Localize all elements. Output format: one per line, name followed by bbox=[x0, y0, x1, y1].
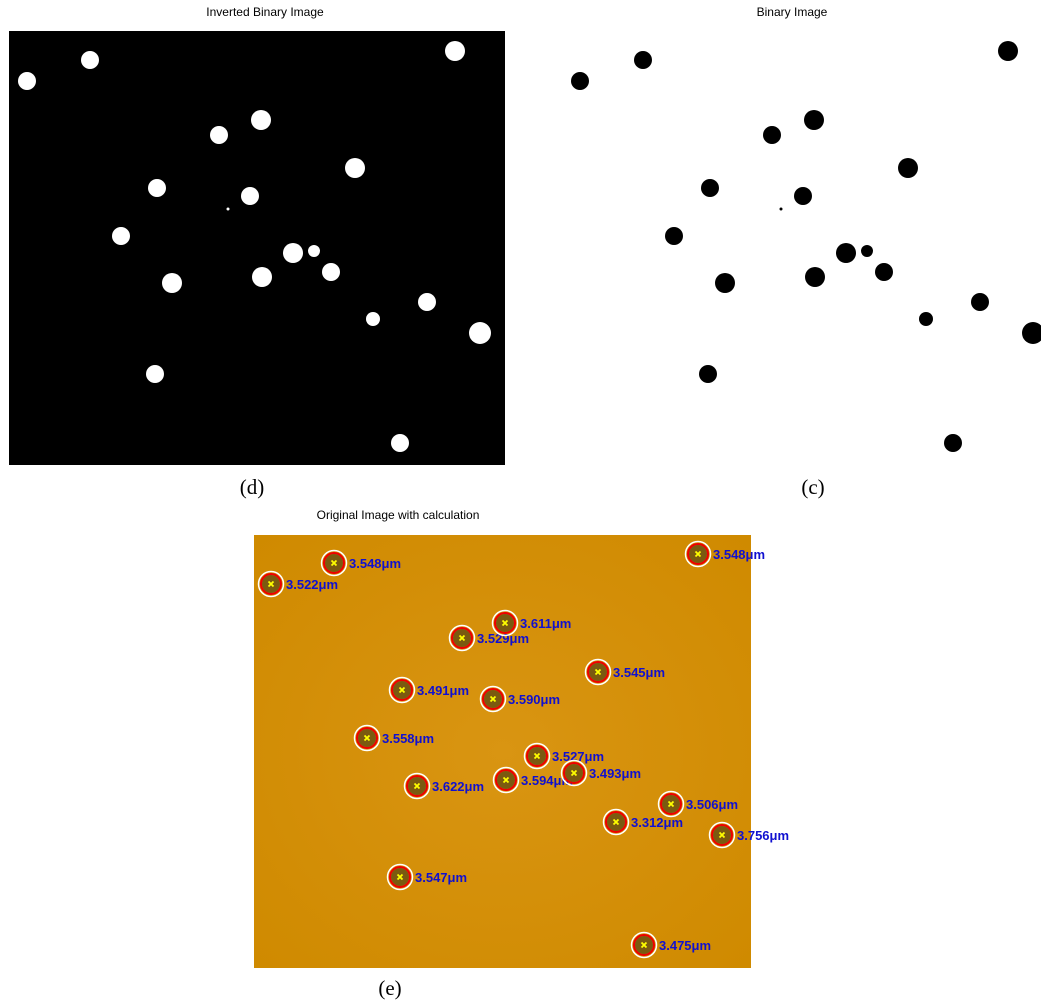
particle bbox=[227, 208, 230, 211]
diameter-label: 3.547μm bbox=[415, 870, 467, 885]
diameter-label: 3.493μm bbox=[589, 766, 641, 781]
particle bbox=[391, 434, 409, 452]
particle bbox=[804, 110, 824, 130]
particle bbox=[1022, 322, 1041, 344]
particle bbox=[345, 158, 365, 178]
diameter-label: 3.522μm bbox=[286, 577, 338, 592]
diameter-label: 3.548μm bbox=[349, 556, 401, 571]
particle bbox=[469, 322, 491, 344]
diameter-label: 3.558μm bbox=[382, 731, 434, 746]
particle bbox=[971, 293, 989, 311]
particle bbox=[998, 41, 1018, 61]
particle bbox=[418, 293, 436, 311]
particle bbox=[18, 72, 36, 90]
diameter-label: 3.312μm bbox=[631, 815, 683, 830]
diameter-label: 3.506μm bbox=[686, 797, 738, 812]
particle bbox=[445, 41, 465, 61]
particle bbox=[308, 245, 320, 257]
diameter-label: 3.491μm bbox=[417, 683, 469, 698]
diameter-label: 3.756μm bbox=[737, 828, 789, 843]
particle bbox=[322, 263, 340, 281]
particle bbox=[875, 263, 893, 281]
diameter-label: 3.548μm bbox=[713, 547, 765, 562]
particle bbox=[898, 158, 918, 178]
particle bbox=[763, 126, 781, 144]
particle bbox=[366, 312, 380, 326]
particle bbox=[252, 267, 272, 287]
particle bbox=[210, 126, 228, 144]
diameter-label: 3.545μm bbox=[613, 665, 665, 680]
diameter-label: 3.611μm bbox=[520, 616, 571, 631]
particle bbox=[699, 365, 717, 383]
particle bbox=[861, 245, 873, 257]
particle bbox=[805, 267, 825, 287]
particle bbox=[794, 187, 812, 205]
particle bbox=[665, 227, 683, 245]
figure: Inverted Binary Image (d) Binary Image (… bbox=[0, 0, 1041, 1002]
particle bbox=[283, 243, 303, 263]
inverted-image bbox=[9, 31, 505, 465]
panel-title: Inverted Binary Image bbox=[206, 5, 324, 19]
original-image bbox=[254, 535, 751, 968]
particle bbox=[944, 434, 962, 452]
diameter-label: 3.475μm bbox=[659, 938, 711, 953]
caption: (e) bbox=[378, 976, 401, 1000]
panel-title: Original Image with calculation bbox=[317, 508, 480, 522]
particle bbox=[836, 243, 856, 263]
particle bbox=[241, 187, 259, 205]
particle bbox=[701, 179, 719, 197]
particle bbox=[146, 365, 164, 383]
particle bbox=[81, 51, 99, 69]
diameter-label: 3.590μm bbox=[508, 692, 560, 707]
particle bbox=[919, 312, 933, 326]
particle bbox=[112, 227, 130, 245]
particle bbox=[715, 273, 735, 293]
particle bbox=[634, 51, 652, 69]
particle bbox=[571, 72, 589, 90]
caption: (c) bbox=[801, 475, 824, 499]
page: Inverted Binary Image (d) Binary Image (… bbox=[0, 0, 1041, 1002]
particle bbox=[162, 273, 182, 293]
particle bbox=[251, 110, 271, 130]
particle bbox=[780, 208, 783, 211]
diameter-label: 3.622μm bbox=[432, 779, 484, 794]
particle bbox=[148, 179, 166, 197]
caption: (d) bbox=[240, 475, 265, 499]
panel-title: Binary Image bbox=[757, 5, 828, 19]
